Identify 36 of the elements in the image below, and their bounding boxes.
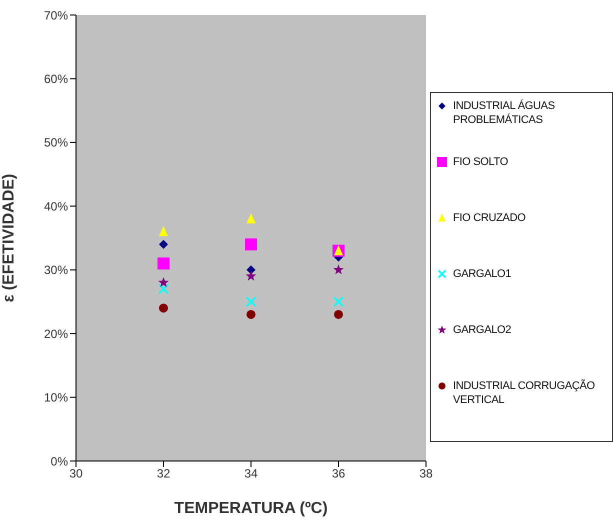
point <box>159 240 168 249</box>
y-tick-label: 60% <box>44 72 68 86</box>
point <box>158 277 169 288</box>
x-tick-label: 38 <box>419 466 433 481</box>
point <box>333 296 344 308</box>
point <box>246 265 256 274</box>
legend-label: INDUSTRIAL CORRUGAÇÃO VERTICAL <box>453 379 596 407</box>
y-tick-label: 0% <box>50 454 68 468</box>
y-tick-label: 70% <box>44 8 68 22</box>
x-tick-label: 32 <box>156 466 170 481</box>
x-tick-label: 36 <box>332 466 346 481</box>
legend-label: FIO CRUZADO <box>453 211 526 225</box>
y-tick-label: 20% <box>44 326 68 341</box>
y-tick-label: 50% <box>44 136 68 150</box>
point <box>158 284 169 294</box>
point <box>159 304 168 313</box>
point <box>246 310 256 319</box>
legend-label: GARGALO1 <box>453 267 512 281</box>
point <box>158 257 170 270</box>
y-tick-label: 40% <box>44 199 68 214</box>
point <box>246 296 256 308</box>
y-tick-label: 30% <box>44 263 68 278</box>
legend-label: INDUSTRIAL ÁGUAS PROBLEMÁTICAS <box>453 99 556 127</box>
point <box>245 238 257 250</box>
legend-label: GARGALO2 <box>453 323 512 337</box>
x-tick-label: 34 <box>244 466 258 481</box>
y-axis-title: ε (EFETIVIDADE) <box>0 174 18 302</box>
point <box>333 264 344 274</box>
point <box>246 213 256 224</box>
point <box>159 226 168 236</box>
point <box>246 270 256 281</box>
legend-label: FIO SOLTO <box>453 155 508 169</box>
point <box>334 310 343 319</box>
y-tick-label: 10% <box>44 390 68 405</box>
x-tick-label: 30 <box>69 466 83 481</box>
x-axis-title: TEMPERATURA (ºC) <box>174 500 328 517</box>
